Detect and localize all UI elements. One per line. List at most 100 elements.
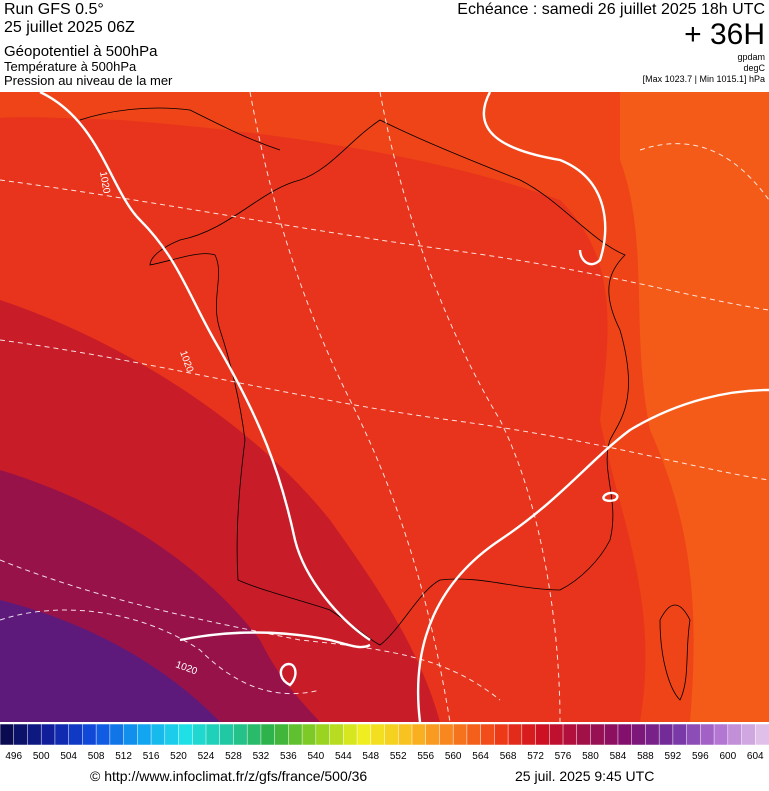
valid-time: Echéance : samedi 26 juillet 2025 18h UT… <box>457 1 765 18</box>
lead-time: + 36H <box>684 18 765 51</box>
colorbar-swatch <box>713 723 729 746</box>
field-label: Pression au niveau de la mer <box>4 73 173 88</box>
colorbar-swatch <box>645 723 660 746</box>
colorbar-swatch <box>343 723 358 746</box>
colorbar-swatch <box>411 723 427 746</box>
colorbar-label: 600 <box>719 751 736 762</box>
unit-label: gpdam <box>737 52 765 62</box>
colorbar-swatch <box>384 723 399 746</box>
colorbar-label: 592 <box>665 751 682 762</box>
colorbar-label: 548 <box>362 751 379 762</box>
colorbar-swatch <box>82 723 97 746</box>
colorbar-label: 588 <box>637 751 654 762</box>
colorbar-label: 560 <box>445 751 462 762</box>
colorbar-swatch <box>150 723 166 746</box>
colorbar-label: 568 <box>500 751 517 762</box>
map-fields: 1020 1020 1020 <box>0 92 769 722</box>
colorbar-swatch <box>439 723 454 746</box>
colorbar-swatch <box>686 723 702 746</box>
colorbar-label: 604 <box>747 751 764 762</box>
colorbar-swatch <box>658 723 674 746</box>
colorbar-swatch <box>631 723 647 746</box>
run-date: 25 juillet 2025 06Z <box>4 19 135 36</box>
temperature-field <box>0 600 220 722</box>
colorbar-swatch <box>288 723 303 746</box>
run-label: Run GFS 0.5° <box>4 1 104 18</box>
colorbar-swatch <box>507 723 523 746</box>
colorbar-swatch <box>562 723 578 746</box>
colorbar-label: 596 <box>692 751 709 762</box>
pressure-contours <box>39 92 769 722</box>
colorbar-label: 496 <box>5 751 22 762</box>
colorbar-label: 528 <box>225 751 242 762</box>
colorbar-swatch <box>356 723 372 746</box>
colorbar-swatch <box>329 723 345 746</box>
colorbar-swatch <box>741 723 757 746</box>
colorbar-swatch <box>397 723 413 746</box>
colorbar-swatch <box>617 723 633 746</box>
colorbar-label: 556 <box>417 751 434 762</box>
colorbar-swatch <box>54 723 70 746</box>
colorbar: 496 500 504 508 512 516 520 524 528 532 536 540 544 5… <box>0 723 769 762</box>
colorbar-label: 500 <box>33 751 50 762</box>
colorbar-swatch <box>137 723 152 746</box>
colorbar-swatch <box>164 723 180 746</box>
source-credit: © http://www.infoclimat.fr/z/gfs/france/… <box>90 768 367 784</box>
colorbar-swatch <box>246 723 262 746</box>
colorbar-swatch <box>535 723 551 746</box>
colorbar-swatch <box>590 723 605 746</box>
colorbar-swatch <box>549 723 564 746</box>
colorbar-label: 520 <box>170 751 187 762</box>
colorbar-swatch <box>192 723 207 746</box>
colorbar-label: 512 <box>115 751 132 762</box>
colorbar-swatch <box>466 723 482 746</box>
colorbar-label: 552 <box>390 751 407 762</box>
colorbar-label: 584 <box>610 751 627 762</box>
contour-label: 1020 <box>97 171 112 195</box>
field-label: Géopotentiel à 500hPa <box>4 43 158 60</box>
colorbar-swatch <box>95 723 111 746</box>
geopotential-contours <box>0 92 769 722</box>
colorbar-swatch <box>178 723 193 746</box>
colorbar-label: 516 <box>143 751 160 762</box>
colorbar-swatch <box>480 723 496 746</box>
colorbar-swatch <box>700 723 715 746</box>
coastlines <box>79 107 691 701</box>
temperature-field <box>620 92 769 722</box>
colorbar-swatch <box>0 723 15 746</box>
colorbar-swatch <box>672 723 688 746</box>
field-label: Température à 500hPa <box>4 59 137 74</box>
colorbar-swatch <box>301 723 317 746</box>
colorbar-swatch <box>27 723 42 746</box>
colorbar-swatch <box>40 723 56 746</box>
colorbar-swatch <box>576 723 592 746</box>
colorbar-label: 564 <box>472 751 489 762</box>
unit-label: degC <box>743 63 765 73</box>
colorbar-swatch <box>205 723 221 746</box>
colorbar-swatch <box>521 723 537 746</box>
colorbar-swatch <box>13 723 29 746</box>
colorbar-swatch <box>603 723 619 746</box>
colorbar-label: 544 <box>335 751 352 762</box>
colorbar-swatch <box>494 723 509 746</box>
colorbar-label: 580 <box>582 751 599 762</box>
colorbar-swatch <box>219 723 235 746</box>
colorbar-label: 532 <box>253 751 270 762</box>
colorbar-swatch <box>260 723 276 746</box>
colorbar-swatch <box>425 723 441 746</box>
colorbar-swatch <box>123 723 139 746</box>
colorbar-swatch <box>68 723 84 746</box>
colorbar-swatch <box>233 723 248 746</box>
colorbar-label: 576 <box>555 751 572 762</box>
colorbar-swatch <box>370 723 386 746</box>
map: 1020 1020 1020 <box>0 92 769 722</box>
generated-time: 25 juil. 2025 9:45 UTC <box>515 768 654 784</box>
colorbar-label: 540 <box>307 751 324 762</box>
colorbar-label: 504 <box>60 751 77 762</box>
colorbar-swatch <box>755 723 769 746</box>
pressure-range: [Max 1023.7 | Min 1015.1] hPa <box>643 74 765 84</box>
colorbar-swatch <box>315 723 331 746</box>
colorbar-label: 508 <box>88 751 105 762</box>
